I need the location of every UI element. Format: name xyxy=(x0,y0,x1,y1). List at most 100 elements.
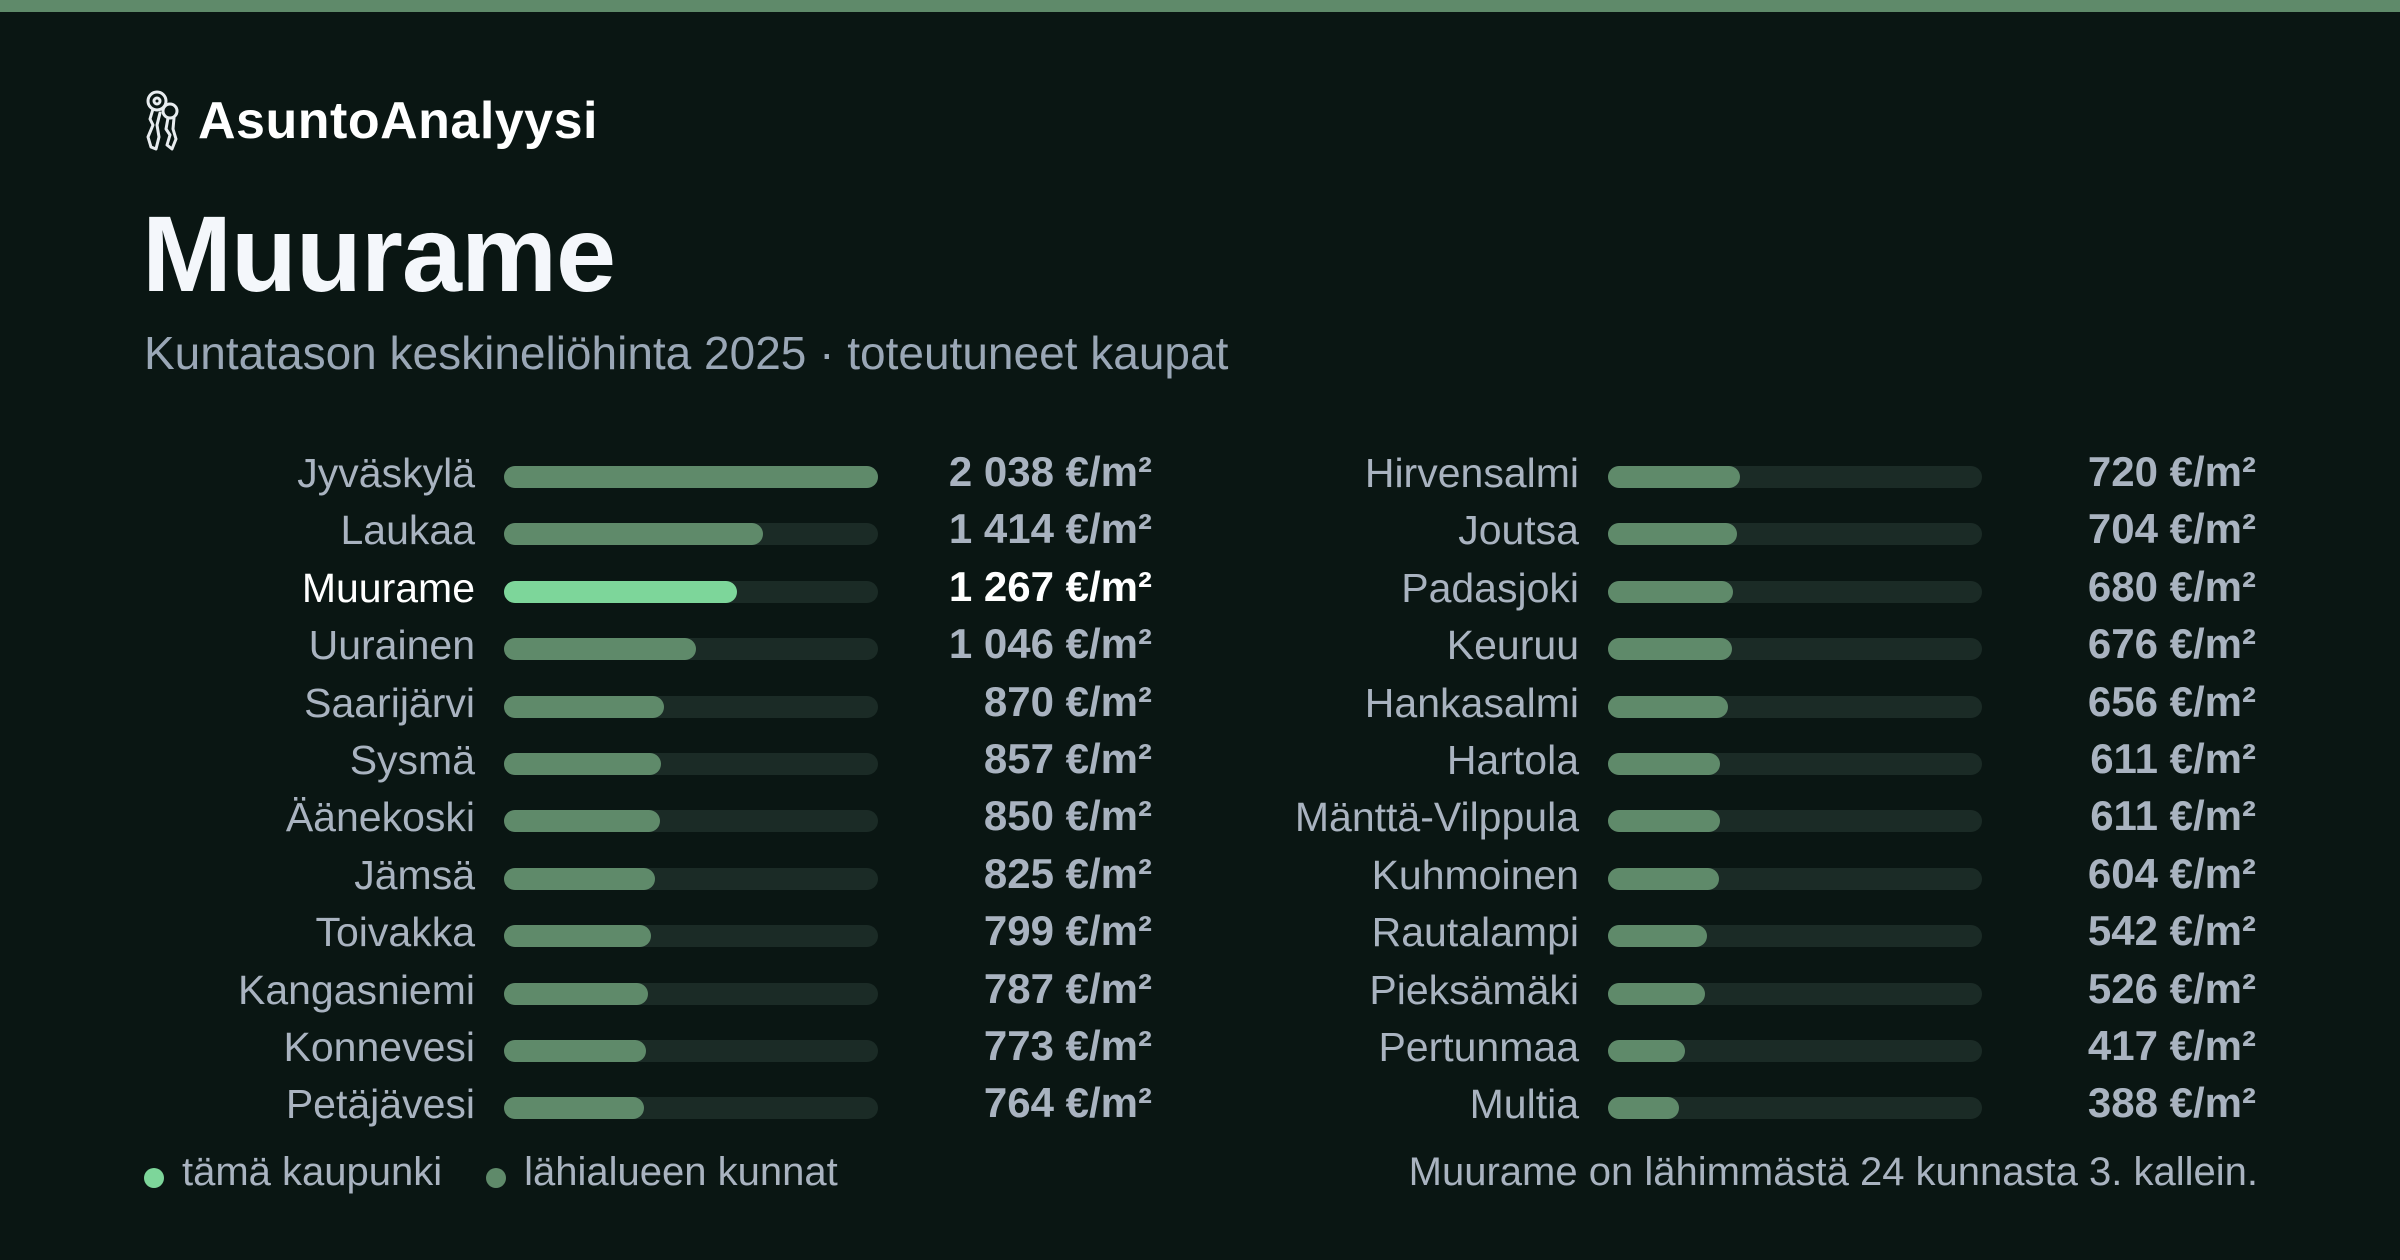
value-label: 850 €/m² xyxy=(983,792,1152,840)
category-label: Joutsa xyxy=(1458,507,1579,554)
value-label: 388 €/m² xyxy=(2087,1079,2256,1127)
value-label: 1 267 €/m² xyxy=(948,562,1152,610)
value-label: 604 €/m² xyxy=(2087,849,2256,897)
bar xyxy=(504,867,656,890)
brand-name: AsuntoAnalyysi xyxy=(198,92,598,150)
bar-track xyxy=(1608,523,1982,546)
bar xyxy=(1608,867,1719,890)
bar-track xyxy=(504,1040,878,1062)
bar xyxy=(1608,523,1738,546)
brand: AsuntoAnalyysi xyxy=(142,86,598,156)
bar xyxy=(1608,466,1741,488)
value-label: 676 €/m² xyxy=(2087,620,2256,668)
bar xyxy=(504,925,651,948)
keys-icon xyxy=(146,90,179,151)
bar xyxy=(1608,982,1705,1005)
category-label: Konnevesi xyxy=(283,1024,475,1070)
legend: tämä kaupunki lähialueen kunnat xyxy=(144,1150,838,1195)
value-label: 656 €/m² xyxy=(2087,677,2256,725)
bar-track xyxy=(504,753,878,775)
legend-dot-nearby-icon xyxy=(486,1167,507,1188)
chart-row: Laukaa 1 414 €/m² xyxy=(0,501,1175,557)
category-label: Pertunmaa xyxy=(1378,1024,1579,1070)
value-label: 1 046 €/m² xyxy=(948,620,1152,668)
page-subtitle: Kuntatason keskineliöhinta 2025 · toteut… xyxy=(144,327,1229,379)
value-label: 773 €/m² xyxy=(983,1022,1152,1069)
chart-row: Mänttä-Vilppula 611 €/m² xyxy=(1079,788,2279,844)
bar xyxy=(1608,580,1733,603)
bar-track xyxy=(1608,810,1982,833)
bar-track xyxy=(504,810,878,833)
legend-label-this-city: tämä kaupunki xyxy=(182,1150,443,1194)
chart-row: Konnevesi 773 €/m² xyxy=(0,1018,1175,1074)
value-label: 611 €/m² xyxy=(2090,735,2256,782)
bar-track xyxy=(1608,982,1982,1005)
value-label: 825 €/m² xyxy=(983,849,1152,897)
bar xyxy=(504,523,764,546)
category-label: Hartola xyxy=(1446,737,1579,783)
chart-row: Äänekoski 850 €/m² xyxy=(0,788,1175,844)
category-label: Hankasalmi xyxy=(1364,679,1579,726)
category-label: Multia xyxy=(1469,1081,1579,1128)
value-label: 680 €/m² xyxy=(2087,562,2256,610)
bar-track xyxy=(504,982,878,1005)
category-label: Kuhmoinen xyxy=(1371,851,1579,898)
bar-track xyxy=(1608,753,1982,775)
value-label: 2 038 €/m² xyxy=(948,448,1152,495)
value-label: 704 €/m² xyxy=(2087,505,2256,553)
bar-track xyxy=(1608,580,1982,603)
bar xyxy=(1608,753,1721,775)
category-label: Hirvensalmi xyxy=(1364,450,1579,496)
category-label: Pieksämäki xyxy=(1369,966,1579,1013)
bar-track xyxy=(1608,466,1982,488)
bar xyxy=(1608,1097,1680,1120)
category-label: Saarijärvi xyxy=(304,679,475,726)
bar xyxy=(1608,925,1708,948)
bar-track xyxy=(504,638,878,661)
category-label: Laukaa xyxy=(340,507,475,554)
bar xyxy=(1608,695,1729,718)
category-label: Padasjoki xyxy=(1401,564,1579,611)
chart-row: Muurame 1 267 €/m² xyxy=(0,559,1175,615)
chart-row: Jämsä 825 €/m² xyxy=(0,846,1175,902)
category-label: Rautalampi xyxy=(1371,909,1579,956)
page-title: Muurame xyxy=(142,193,616,314)
chart-row: Sysmä 857 €/m² xyxy=(0,731,1175,787)
chart-row: Saarijärvi 870 €/m² xyxy=(0,674,1175,730)
value-label: 720 €/m² xyxy=(2087,448,2256,495)
chart-row: Kangasniemi 787 €/m² xyxy=(0,961,1175,1017)
bar xyxy=(504,580,737,603)
category-label: Mänttä-Vilppula xyxy=(1294,794,1579,841)
bar-track xyxy=(504,867,878,890)
top-accent-bar xyxy=(0,0,2400,12)
category-label: Kangasniemi xyxy=(237,966,475,1013)
bar xyxy=(504,695,664,718)
bar-track xyxy=(504,523,878,546)
bar-track xyxy=(1608,695,1982,718)
chart-row: Padasjoki 680 €/m² xyxy=(1079,559,2279,615)
bar xyxy=(504,982,649,1005)
chart-row: Hankasalmi 656 €/m² xyxy=(1079,674,2279,730)
bar-track xyxy=(1608,867,1982,890)
bar xyxy=(504,810,660,833)
chart-row: Hartola 611 €/m² xyxy=(1079,731,2279,787)
chart-row: Toivakka 799 €/m² xyxy=(0,903,1175,959)
bar xyxy=(504,638,696,661)
chart-row: Pieksämäki 526 €/m² xyxy=(1079,961,2279,1017)
bar-track xyxy=(504,695,878,718)
bar xyxy=(1608,1040,1685,1062)
value-label: 526 €/m² xyxy=(2087,964,2256,1012)
bar-track xyxy=(1608,925,1982,948)
bar-track xyxy=(504,1097,878,1120)
value-label: 542 €/m² xyxy=(2087,907,2256,955)
category-label: Jyväskylä xyxy=(297,450,475,496)
bar xyxy=(1608,810,1721,833)
bar xyxy=(1608,638,1733,661)
chart-row: Keuruu 676 €/m² xyxy=(1079,616,2279,672)
category-label: Äänekoski xyxy=(285,794,475,841)
chart-row: Rautalampi 542 €/m² xyxy=(1079,903,2279,959)
category-label: Uurainen xyxy=(308,622,475,669)
footnote: Muurame on lähimmästä 24 kunnasta 3. kal… xyxy=(1408,1150,2258,1194)
bar xyxy=(504,753,662,775)
value-label: 799 €/m² xyxy=(983,907,1152,955)
